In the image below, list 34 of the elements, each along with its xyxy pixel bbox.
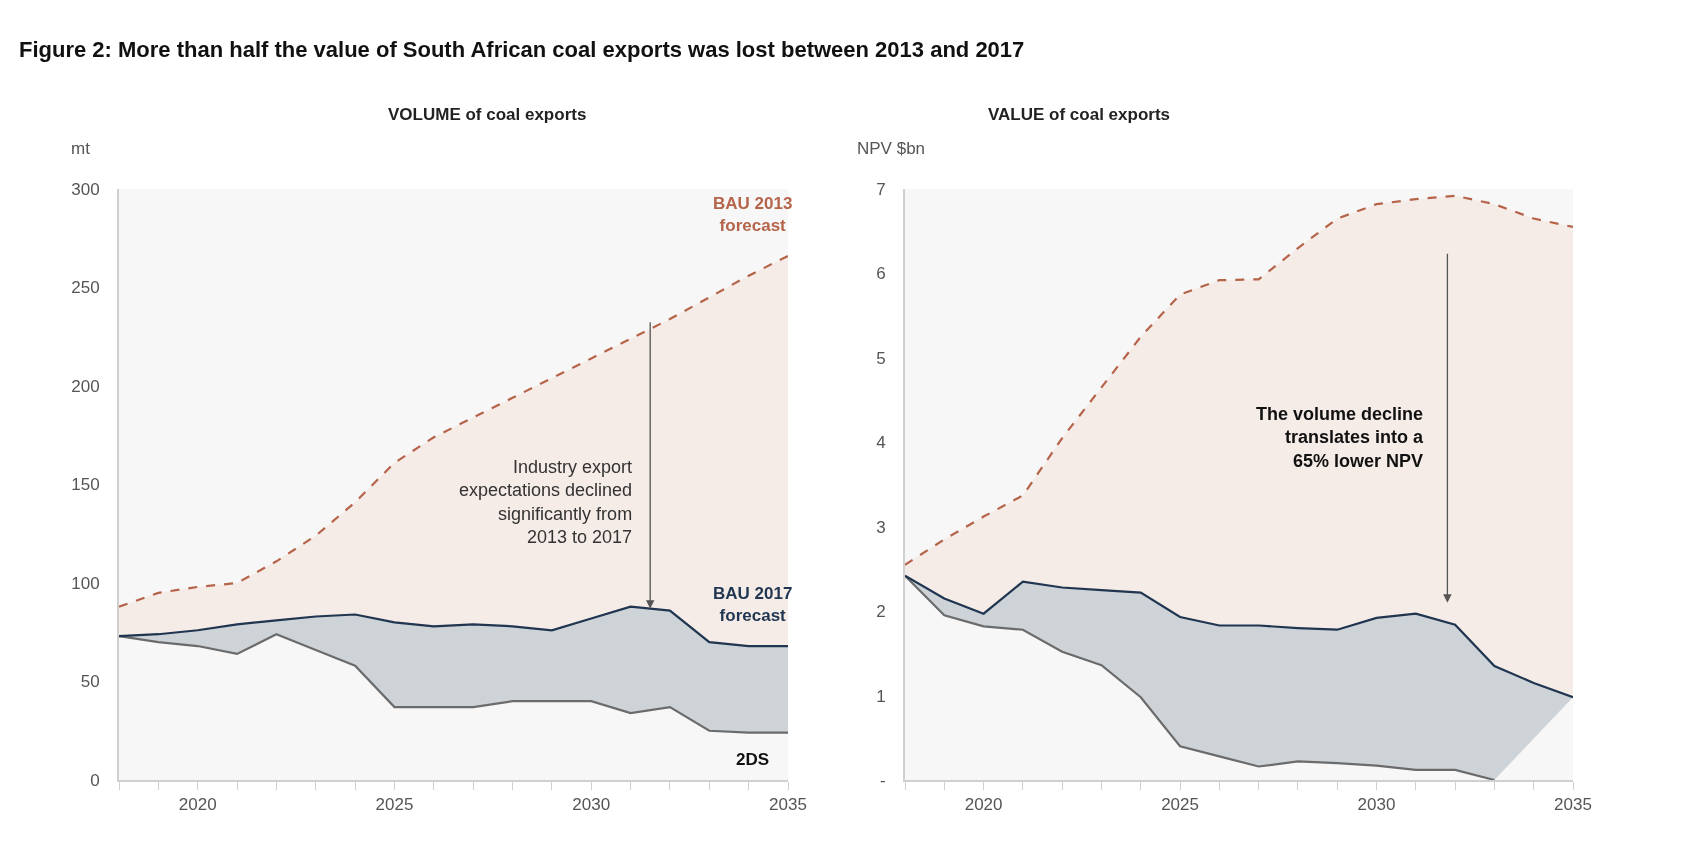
y-tick-label: 250 (71, 278, 100, 298)
y-tick-label: 0 (90, 770, 100, 790)
y-axis-title: mt (71, 139, 91, 158)
x-tick-label: 2020 (964, 795, 1003, 815)
series-label: 2DS (736, 750, 770, 769)
x-tick-label: 2025 (375, 795, 414, 815)
x-tick-label: 2030 (1357, 795, 1396, 815)
x-tick-label: 2035 (769, 795, 807, 815)
y-axis-title: NPV $bn (857, 139, 926, 158)
y-tick-label: 4 (876, 433, 886, 453)
annotation: Industry export expectations declined significantly from 2013 to 2017 (459, 457, 633, 548)
y-tick-label: 5 (876, 348, 886, 368)
series-label: BAU 2013 forecast (713, 194, 793, 236)
chart-subtitle: VOLUME of coal exports (388, 105, 587, 124)
y-tick-label: 200 (71, 376, 100, 396)
x-tick-label: 2025 (1161, 795, 1199, 815)
y-tick-label: 100 (71, 573, 100, 593)
x-tick-label: 2020 (178, 795, 217, 815)
y-tick-label: 3 (876, 517, 886, 537)
y-tick-label: 7 (876, 179, 886, 199)
y-tick-label: 300 (71, 179, 100, 199)
chart-title: VALUE of coal exports (988, 105, 1170, 124)
x-tick-label: 2035 (1554, 795, 1592, 815)
y-tick-label: 50 (80, 672, 100, 692)
y-tick-label: 2 (876, 602, 886, 622)
annotation: The volume decline translates into a 65% lower NPV (1256, 404, 1425, 471)
y-tick-label: - (879, 770, 886, 790)
chart-title: Figure 2: More than half the value of South African coal exports was lost between 2013 and 2017 (19, 37, 1025, 62)
line-series (119, 633, 788, 734)
series-label: BAU 2017 forecast (713, 584, 793, 626)
y-tick-label: 6 (876, 264, 886, 284)
y-tick-label: 150 (71, 475, 100, 495)
y-tick-label: 1 (876, 686, 886, 706)
x-tick-label: 2030 (572, 795, 611, 815)
